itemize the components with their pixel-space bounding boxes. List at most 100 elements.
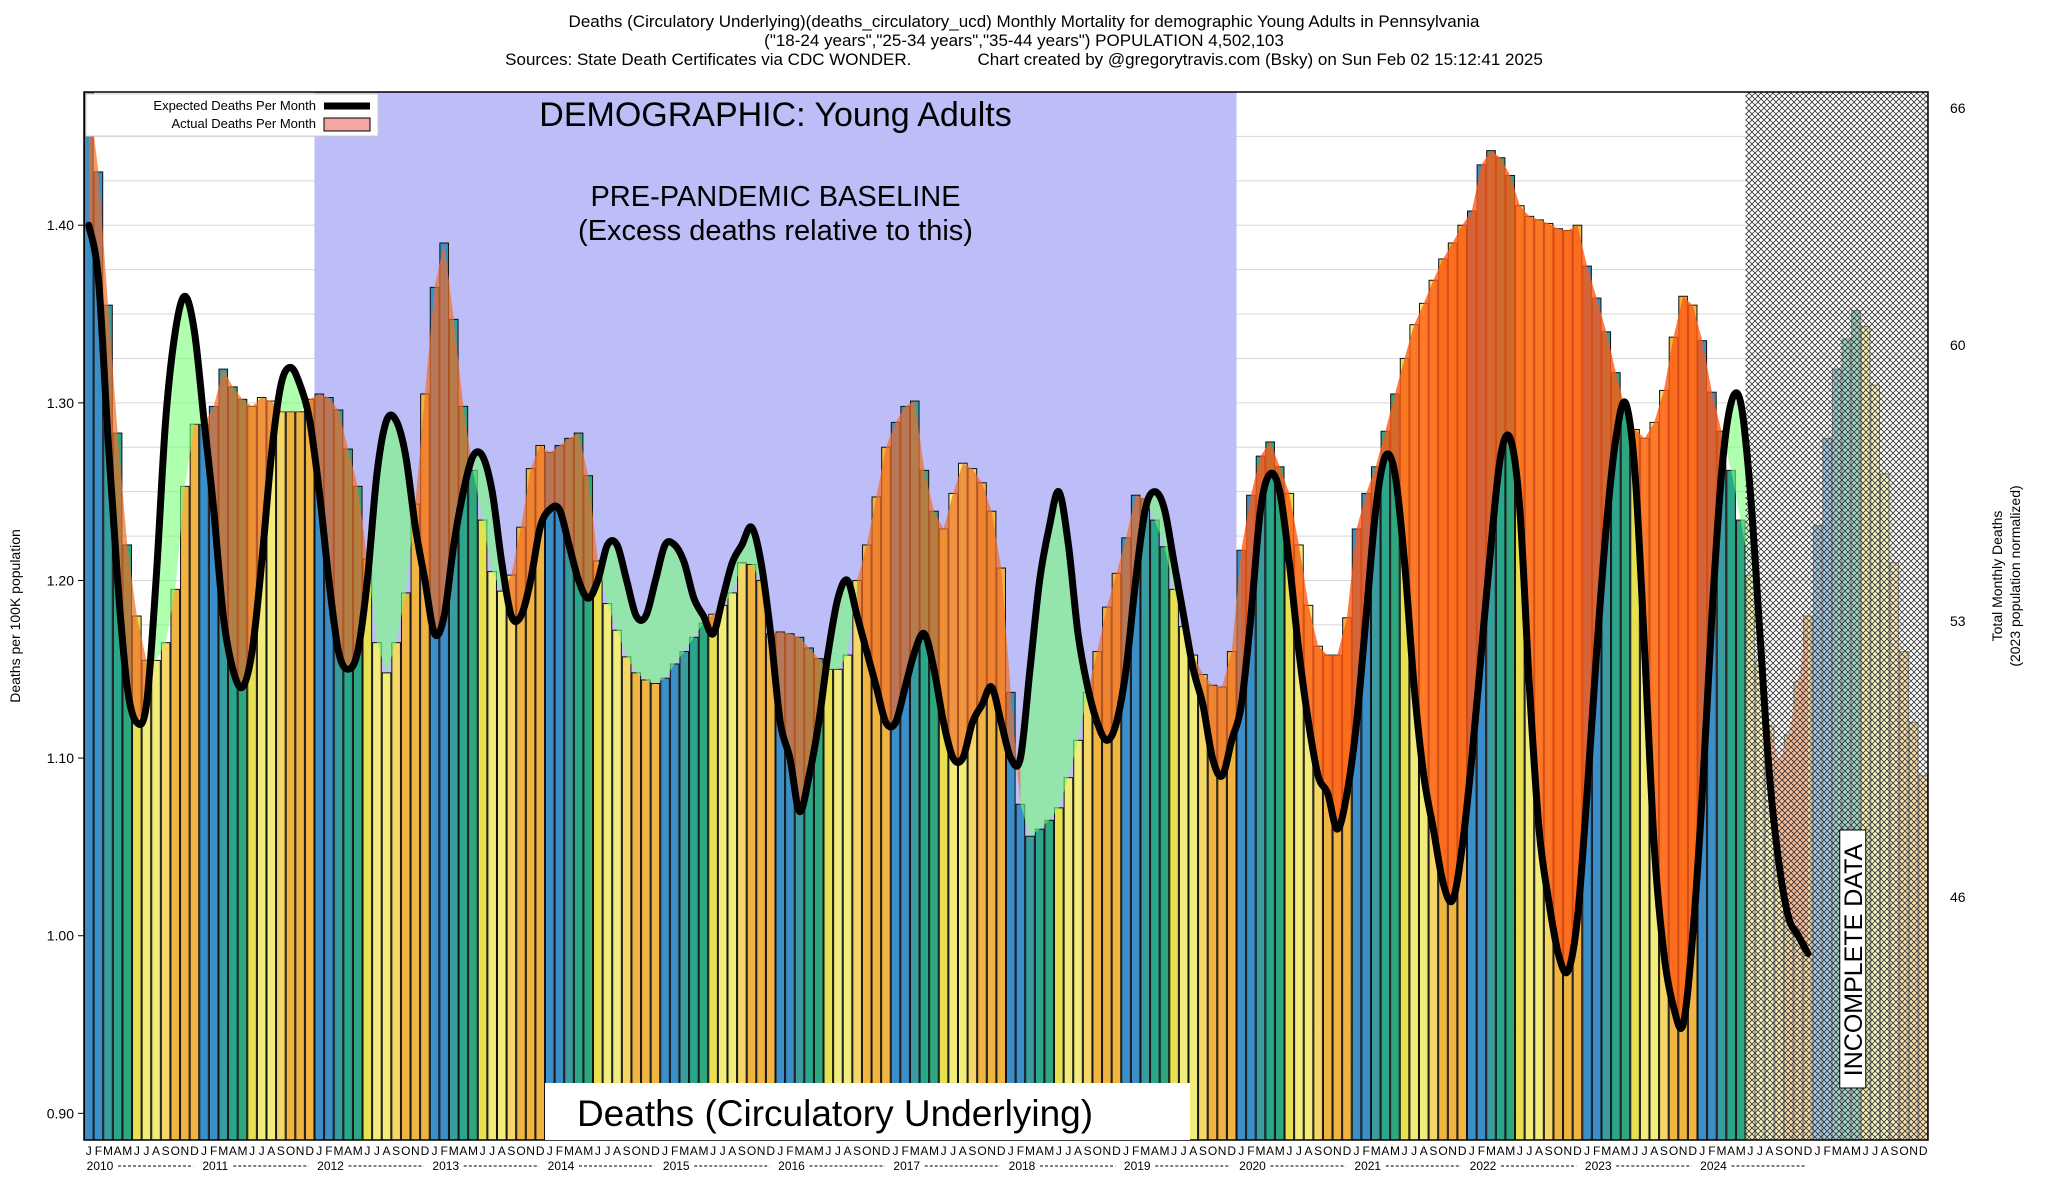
- x-tick-label: M: [1832, 1144, 1842, 1158]
- x-tick-label: M: [1025, 1144, 1035, 1158]
- excess-segment: [290, 367, 301, 412]
- y-right-tick-label: 53: [1950, 613, 1966, 629]
- x-year-label: 2014: [548, 1159, 575, 1173]
- x-tick-label: J: [710, 1144, 716, 1158]
- excess-segment: [1500, 157, 1511, 457]
- x-tick-label: F: [440, 1144, 447, 1158]
- x-tick-label: M: [1851, 1144, 1861, 1158]
- x-tick-label: O: [747, 1144, 756, 1158]
- x-tick-label: J: [1402, 1144, 1408, 1158]
- excess-segment: [511, 527, 521, 616]
- x-tick-label: A: [1766, 1144, 1774, 1158]
- x-tick-label: O: [286, 1144, 295, 1158]
- excess-segment: [588, 475, 598, 599]
- x-tick-label: O: [1899, 1144, 1908, 1158]
- excess-segment: [1452, 225, 1463, 901]
- excess-segment: [1327, 655, 1338, 830]
- excess-segment: [386, 420, 397, 673]
- x-tick-label: M: [814, 1144, 824, 1158]
- cause-label: Deaths (Circulatory Underlying): [577, 1093, 1093, 1134]
- x-year-label: 2017: [893, 1159, 920, 1173]
- x-tick-label: N: [1103, 1144, 1112, 1158]
- x-tick-label: A: [920, 1144, 928, 1158]
- x-tick-label: J: [364, 1144, 370, 1158]
- x-tick-label: J: [1171, 1144, 1177, 1158]
- x-tick-label: J: [825, 1144, 831, 1158]
- x-tick-label: J: [1238, 1144, 1244, 1158]
- x-tick-label: A: [1650, 1144, 1658, 1158]
- excess-segment: [943, 493, 954, 759]
- excess-segment: [252, 397, 262, 652]
- x-tick-label: D: [1688, 1144, 1697, 1158]
- x-tick-label: F: [901, 1144, 908, 1158]
- x-tick-label: J: [1526, 1144, 1532, 1158]
- bar: [1198, 674, 1208, 1141]
- excess-segment: [1241, 495, 1251, 705]
- bar: [1188, 654, 1199, 1141]
- x-tick-label: S: [853, 1144, 861, 1158]
- x-tick-label: D: [997, 1144, 1006, 1158]
- excess-segment: [1414, 303, 1424, 776]
- bar: [304, 398, 315, 1141]
- x-tick-label: S: [162, 1144, 170, 1158]
- bar: [660, 677, 670, 1141]
- x-tick-label: J: [1757, 1144, 1763, 1158]
- x-tick-label: M: [1620, 1144, 1630, 1158]
- excess-segment: [1683, 296, 1693, 1025]
- bar: [199, 423, 209, 1141]
- x-tick-label: F: [210, 1144, 217, 1158]
- bar: [381, 672, 392, 1141]
- excess-segment: [1318, 646, 1328, 794]
- x-tick-label: O: [1438, 1144, 1447, 1158]
- bar: [842, 654, 853, 1141]
- excess-segment: [674, 544, 685, 664]
- x-tick-label: S: [738, 1144, 746, 1158]
- x-year-label: 2012: [317, 1159, 344, 1173]
- excess-segment: [645, 580, 656, 684]
- x-tick-label: J: [777, 1144, 783, 1158]
- x-tick-label: D: [651, 1144, 660, 1158]
- bar: [295, 411, 305, 1141]
- x-tick-label: S: [1775, 1144, 1783, 1158]
- x-tick-label: D: [1804, 1144, 1813, 1158]
- y-right-tick-label: 46: [1950, 889, 1966, 905]
- excess-segment: [1731, 402, 1741, 521]
- x-tick-label: M: [1736, 1144, 1746, 1158]
- excess-segment: [175, 296, 185, 590]
- bar: [1620, 409, 1631, 1141]
- x-tick-label: D: [882, 1144, 891, 1158]
- x-tick-label: J: [201, 1144, 207, 1158]
- x-tick-label: F: [325, 1144, 332, 1158]
- x-tick-label: M: [1159, 1144, 1169, 1158]
- x-tick-label: O: [1323, 1144, 1332, 1158]
- x-tick-label: O: [171, 1144, 180, 1158]
- y-right-axis-label: (2023 population normalized): [2007, 485, 2023, 666]
- excess-segment: [1663, 337, 1674, 1007]
- excess-segment: [924, 470, 934, 670]
- x-tick-label: A: [1266, 1144, 1274, 1158]
- excess-segment: [981, 482, 992, 705]
- x-tick-label: N: [1794, 1144, 1803, 1158]
- excess-segment: [1231, 550, 1242, 741]
- x-tick-label: N: [987, 1144, 996, 1158]
- excess-segment: [434, 242, 445, 634]
- excess-shading: [88, 92, 1924, 1025]
- x-tick-label: J: [480, 1144, 486, 1158]
- bar: [833, 668, 843, 1141]
- x-tick-label: J: [1815, 1144, 1821, 1158]
- baseline-label: PRE-PANDEMIC BASELINE: [590, 181, 960, 213]
- x-tick-label: A: [383, 1144, 391, 1158]
- legend-label-actual: Actual Deaths Per Month: [171, 116, 316, 131]
- x-tick-label: J: [1632, 1144, 1638, 1158]
- x-tick-label: A: [152, 1144, 160, 1158]
- excess-segment: [1577, 225, 1588, 918]
- x-tick-label: S: [1890, 1144, 1898, 1158]
- x-tick-label: J: [489, 1144, 495, 1158]
- bar: [765, 633, 776, 1141]
- excess-segment: [242, 399, 253, 688]
- y-tick-label: 0.90: [47, 1105, 74, 1121]
- x-tick-label: J: [1056, 1144, 1062, 1158]
- bar: [362, 558, 373, 1141]
- bar: [1735, 519, 1746, 1141]
- excess-segment: [914, 401, 925, 652]
